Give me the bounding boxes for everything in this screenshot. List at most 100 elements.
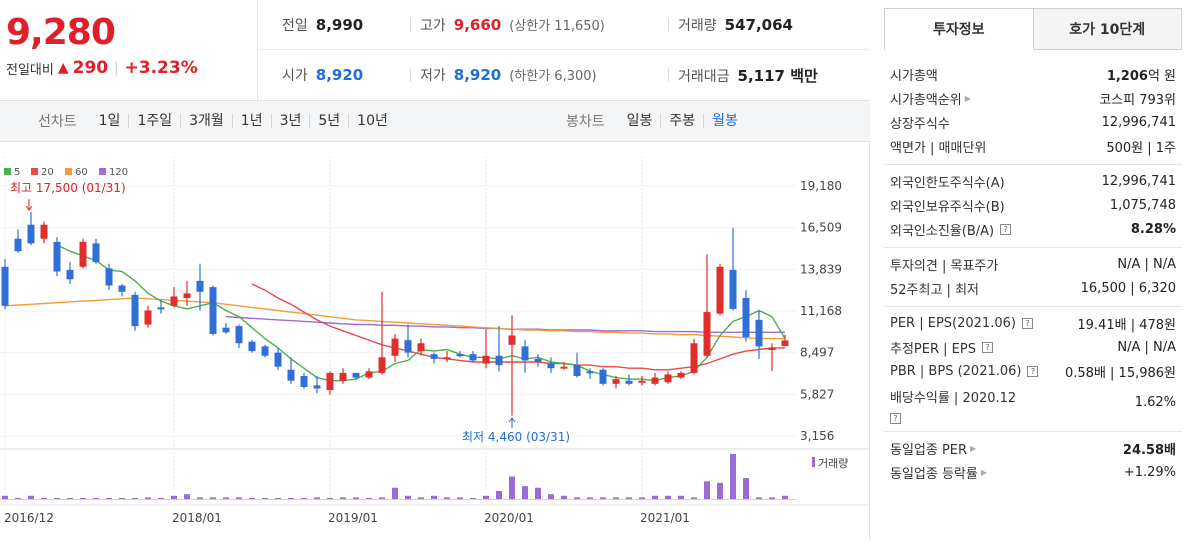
period-3y[interactable]: 3년 xyxy=(270,114,310,128)
candle-daily[interactable]: 일봉 xyxy=(626,113,653,129)
period-1d[interactable]: 1일 xyxy=(98,113,121,129)
ma120-line xyxy=(225,316,785,333)
up-arrow-icon: ▲ xyxy=(57,60,69,76)
right-panel: 투자정보 호가 10단계 시가총액 1,206억 원 시가총액순위 ▶ 코스피 793위… xyxy=(870,0,1192,540)
info-section: PER | EPS(2021.06)? 19.41배 | 478원 추정PER | … xyxy=(884,307,1182,432)
period-1y[interactable]: 1년 xyxy=(231,114,271,128)
info-label-text: 동일업종 PER xyxy=(890,442,968,458)
low-annotation: 최저 4,460 (03/31) xyxy=(462,430,570,444)
info-label-text: 시가총액 xyxy=(890,68,938,84)
info-label-text: 외국인한도주식수(A) xyxy=(890,175,1005,191)
divider xyxy=(410,68,411,82)
change-percent: +3.23% xyxy=(124,58,198,78)
x-tick-label: 2019/01 xyxy=(328,511,378,525)
volume-bar xyxy=(15,498,21,499)
info-value-text: 500원 | 1주 xyxy=(1106,140,1176,156)
info-value: N/A | N/A xyxy=(1117,257,1176,272)
period-1w[interactable]: 1주일 xyxy=(128,114,180,128)
period-10y[interactable]: 10년 xyxy=(348,114,396,128)
candle-monthly[interactable]: 월봉 xyxy=(703,114,746,128)
candle-body xyxy=(209,287,217,334)
chart-toolbar: 선차트 1일 1주일 3개월 1년 3년 5년 10년 봉차트 일봉 주봉 월봉 xyxy=(0,100,870,142)
x-tick-label: 2018/01 xyxy=(172,511,222,525)
tab-order-book[interactable]: 호가 10단계 xyxy=(1033,8,1182,50)
info-section: 시가총액 1,206억 원 시가총액순위 ▶ 코스피 793위 상장주식수 12,996,7… xyxy=(884,58,1182,165)
info-label-text: 52주최고 | 최저 xyxy=(890,282,979,298)
candle-chart-label: 봉차트 xyxy=(566,114,605,130)
dividend-label: 배당수익률 | 2020.12 xyxy=(890,391,1017,406)
info-value-text: 8.28% xyxy=(1130,221,1176,237)
info-row: 외국인소진율(B/A)? 8.28% xyxy=(884,217,1182,241)
period-3m[interactable]: 3개월 xyxy=(180,114,232,128)
volume-bar xyxy=(769,497,775,499)
volume-bar xyxy=(756,497,762,499)
candle-body xyxy=(612,379,620,384)
help-icon[interactable]: ? xyxy=(1027,365,1039,377)
volume-bar xyxy=(236,497,242,499)
volume-bar xyxy=(652,495,658,499)
volume-bar xyxy=(535,487,541,499)
y-tick-label: 3,156 xyxy=(800,429,834,443)
info-value: 500원 | 1주 xyxy=(1106,137,1176,156)
price-stats: 전일 8,990 고가 9,660 (상한가 11,650) 거래량 547,0… xyxy=(258,0,870,100)
info-value-text: 코스피 793위 xyxy=(1099,92,1176,108)
volume-bar xyxy=(158,498,164,499)
volume-bar xyxy=(67,498,73,499)
arrow-down-icon xyxy=(25,199,33,211)
caret-right-icon[interactable]: ▶ xyxy=(964,93,971,103)
volume-bar xyxy=(379,497,385,499)
period-5y[interactable]: 5년 xyxy=(309,114,348,128)
legend-label: 60 xyxy=(75,167,88,178)
volume-legend-swatch xyxy=(812,457,815,467)
y-tick-label: 8,497 xyxy=(800,346,834,360)
invest-info: 시가총액 1,206억 원 시가총액순위 ▶ 코스피 793위 상장주식수 12,996,7… xyxy=(884,58,1182,490)
candle-body xyxy=(547,363,555,369)
help-icon[interactable]: ? xyxy=(1000,223,1012,235)
caret-right-icon[interactable]: ▶ xyxy=(970,443,977,453)
tab-invest-info[interactable]: 투자정보 xyxy=(884,8,1034,50)
candle-body xyxy=(92,243,100,263)
candle-body xyxy=(469,354,477,361)
volume-bar xyxy=(496,490,502,499)
legend-label: 20 xyxy=(41,167,54,178)
candle-body xyxy=(222,327,230,333)
candle-body xyxy=(144,310,152,325)
y-tick-label: 19,180 xyxy=(800,179,842,193)
help-icon[interactable]: ? xyxy=(981,341,993,353)
volume-bar xyxy=(470,498,476,499)
help-icon[interactable]: ? xyxy=(1021,317,1033,329)
caret-right-icon[interactable]: ▶ xyxy=(980,467,988,477)
candle-body xyxy=(118,285,126,292)
info-label-text: 투자의견 | 목표주가 xyxy=(890,258,999,274)
volume-bar xyxy=(262,498,268,499)
candle-body xyxy=(40,224,48,239)
info-label: 시가총액 xyxy=(890,65,938,84)
volume-bar xyxy=(80,498,86,499)
volume-bar xyxy=(782,495,788,499)
volume-bar xyxy=(197,497,203,499)
volume-bar xyxy=(678,495,684,499)
volume-bar xyxy=(210,497,216,499)
candle-body xyxy=(417,343,425,352)
legend-swatch xyxy=(31,168,38,175)
candle-body xyxy=(534,358,542,362)
candle-body xyxy=(755,319,763,347)
info-label: PER | EPS(2021.06)? xyxy=(890,316,1033,331)
info-row: 추정PER | EPS? N/A | N/A xyxy=(884,335,1182,359)
info-value-text: 0.58배 | 15,986원 xyxy=(1065,365,1176,381)
candle-body xyxy=(456,354,464,357)
info-row: PER | EPS(2021.06)? 19.41배 | 478원 xyxy=(884,311,1182,335)
y-tick-label: 13,839 xyxy=(800,262,842,276)
candle-weekly[interactable]: 주봉 xyxy=(660,114,703,128)
divider xyxy=(668,68,669,82)
info-row: 시가총액순위 ▶ 코스피 793위 xyxy=(884,86,1182,110)
divider xyxy=(668,18,669,32)
y-tick-label: 16,509 xyxy=(800,221,842,235)
stat-volume: 거래량 547,064 xyxy=(678,15,793,34)
info-section: 투자의견 | 목표주가 N/A | N/A 52주최고 | 최저 16,500 | 6… xyxy=(884,248,1182,307)
info-value: 12,996,741 xyxy=(1102,174,1176,189)
help-icon[interactable]: ? xyxy=(890,413,901,424)
volume-bar xyxy=(145,497,151,499)
candle-body xyxy=(27,224,35,244)
volume-bar xyxy=(41,498,47,499)
